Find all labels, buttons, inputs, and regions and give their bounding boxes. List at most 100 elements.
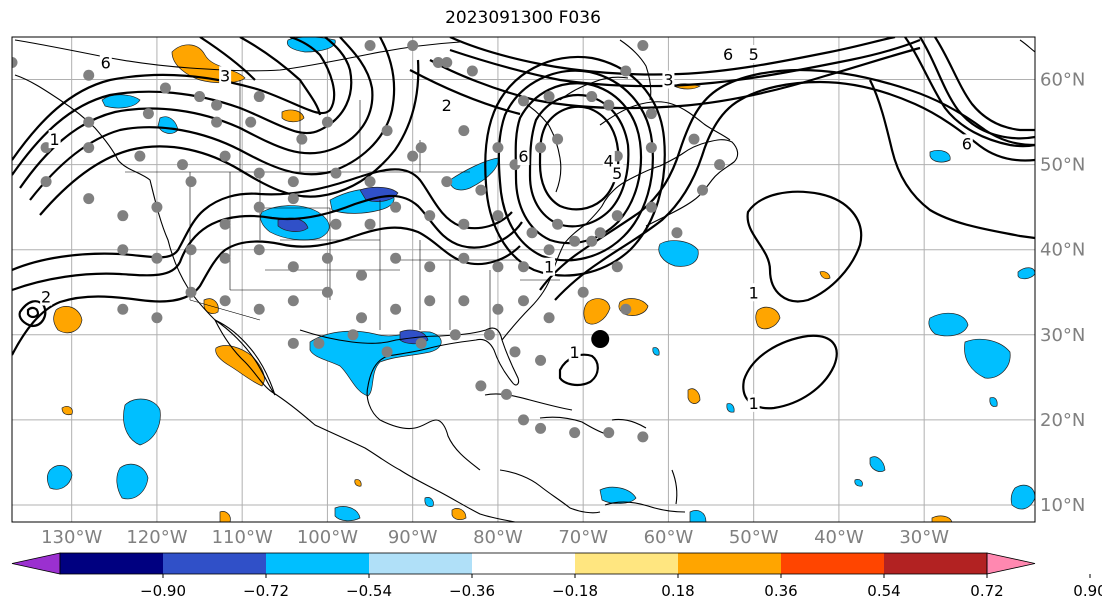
station-dot [475, 184, 487, 196]
station-dot [603, 99, 615, 111]
station-dot [321, 252, 333, 264]
station-dot [535, 422, 547, 434]
contour-label: 2 [442, 96, 452, 115]
station-dot [83, 142, 95, 154]
station-dot [347, 329, 359, 341]
station-dot [424, 295, 436, 307]
station-dot [475, 380, 487, 392]
contour-label-background [662, 70, 675, 89]
station-dot [407, 150, 419, 162]
station-dot [185, 244, 197, 256]
station-dot [432, 57, 444, 69]
contour-label-background [48, 130, 61, 149]
station-dot [586, 91, 598, 103]
station-dot [194, 91, 206, 103]
colorbar-segment [60, 553, 164, 574]
station-dot [543, 91, 555, 103]
station-dot [211, 99, 223, 111]
station-dot [594, 227, 606, 239]
station-dot [83, 116, 95, 128]
latitude-label: 60°N [1040, 70, 1085, 91]
station-dot [441, 57, 453, 69]
station-dot [134, 150, 146, 162]
latitude-label: 10°N [1040, 495, 1085, 516]
longitude-label: 30°W [899, 527, 949, 548]
station-dot [177, 159, 188, 171]
station-dot [219, 295, 231, 307]
station-dot [586, 235, 598, 247]
station-dot [492, 261, 504, 273]
station-dot [500, 388, 512, 400]
station-dot [211, 116, 223, 128]
station-dot [569, 427, 581, 439]
station-dot [321, 116, 333, 128]
station-dots [12, 40, 726, 443]
latitude-labels: 60°N 50°N 40°N 30°N 20°N 10°N [1040, 70, 1085, 516]
colorbar-label: 0.72 [970, 582, 1003, 600]
station-dot [185, 286, 197, 298]
colorbar-label: 0.18 [661, 582, 694, 600]
station-dot [611, 210, 623, 222]
longitude-label: 90°W [388, 527, 438, 548]
station-dot [714, 159, 726, 171]
colorbar-label: 0.54 [867, 582, 900, 600]
contour-label: 6 [518, 147, 528, 166]
station-dot [645, 142, 657, 154]
colorbar-label: −0.72 [243, 582, 289, 600]
contour-label: 3 [663, 71, 673, 90]
station-dot [424, 210, 436, 222]
colorbar-outline [59, 552, 988, 575]
map-title: 2023091300 F036 [445, 8, 601, 28]
contour-label: 4 [604, 151, 614, 170]
station-dot [185, 176, 197, 188]
station-dot [142, 108, 154, 120]
colorbar-segment [472, 553, 576, 574]
colorbar-segment [266, 553, 370, 574]
longitude-labels: 130°W 120°W 110°W 100°W 90°W 80°W 70°W 60°W 50°W… [41, 527, 949, 548]
station-dot [83, 69, 95, 81]
contour-label: 6 [101, 54, 111, 73]
colorbar-under-arrow [11, 552, 61, 575]
station-dot [83, 193, 95, 205]
station-dot [364, 40, 376, 52]
contour-label: 1 [544, 258, 554, 277]
latitude-label: 30°N [1040, 325, 1085, 346]
station-dot [415, 142, 427, 154]
contour-label: 5 [749, 45, 759, 64]
station-dot [688, 133, 700, 145]
station-dot [117, 210, 129, 222]
station-dot [492, 210, 504, 222]
station-dot [518, 261, 529, 273]
station-dot [552, 133, 564, 145]
station-dot [287, 337, 299, 349]
contour-label: 5 [612, 164, 622, 183]
station-dot [458, 252, 470, 264]
station-dot [492, 142, 504, 154]
station-dot [492, 303, 504, 315]
station-dot [381, 346, 393, 358]
station-dot [330, 218, 342, 230]
station-dot [518, 95, 529, 107]
latitude-label: 40°N [1040, 240, 1085, 261]
contour-label-background [517, 147, 530, 166]
station-dot [253, 91, 265, 103]
station-dot [407, 40, 419, 52]
station-dot [159, 82, 171, 94]
station-dot [645, 108, 657, 120]
contour-label: 6 [962, 134, 972, 153]
station-dot [287, 261, 299, 273]
station-dot [611, 261, 623, 273]
longitude-label: 70°W [558, 527, 608, 548]
contour-label: 2 [41, 288, 51, 307]
colorbar-segment [163, 553, 267, 574]
contour-label-background [747, 393, 760, 412]
longitude-label: 80°W [473, 527, 523, 548]
colorbar-label: −0.36 [449, 582, 495, 600]
latitude-label: 50°N [1040, 155, 1085, 176]
station-dot [117, 303, 129, 315]
contour-label: 6 [723, 45, 733, 64]
contour-label: 1 [570, 343, 580, 362]
station-dot [518, 414, 529, 426]
